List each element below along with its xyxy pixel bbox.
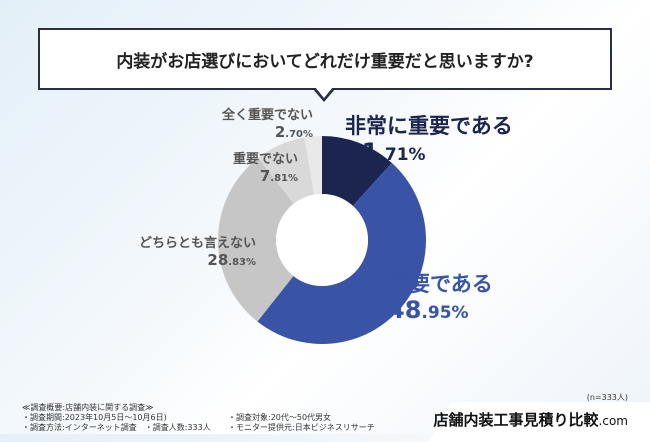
logo-suffix: .com: [598, 414, 628, 428]
note-line: ・調査対象:20代～50代男女: [228, 413, 332, 422]
slice-label: 全く重要でない: [221, 108, 313, 123]
slice-value-decimal: .81%: [270, 173, 298, 184]
slice-value-decimal: .70%: [285, 129, 313, 140]
sample-size: (n=333人): [586, 393, 628, 402]
logo-text: 店舗内装工事見積り比較: [433, 411, 599, 429]
label-not-important: 重要でない 7.81%: [233, 148, 298, 185]
slice-value: 28: [207, 251, 229, 269]
survey-notes-left: ≪調査概要:店舗内装に関する調査≫ ・調査期間:2023年10月5日～10月6日…: [22, 403, 211, 433]
note-line: ・調査期間:2023年10月5日～10月6日): [22, 413, 167, 422]
label-not-at-all: 全く重要でない 2.70%: [222, 104, 313, 141]
slice-label: どちらとも言えない: [138, 236, 256, 251]
slice-value-decimal: .83%: [228, 257, 256, 268]
pie-slice: [304, 136, 322, 195]
slice-label: 非常に重要である: [345, 114, 513, 138]
pie-slice: [322, 136, 392, 206]
slice-value: 7: [259, 167, 271, 185]
slice-label: 重要でない: [232, 152, 298, 167]
pie-slice: [218, 157, 294, 322]
label-very-important: 非常に重要である 11.71%: [345, 110, 513, 166]
slice-value: 11: [345, 138, 379, 166]
slice-label: 重要である: [388, 272, 493, 296]
slice-value-decimal: .95%: [421, 303, 469, 323]
note-line: ・調査方法:インターネット調査 ・調査人数:333人: [22, 423, 211, 432]
question-title: 内装がお店選びにおいてどれだけ重要だと思いますか?: [38, 28, 612, 90]
label-important: 重要である 48.95%: [388, 268, 493, 324]
brand-logo: 店舗内装工事見積り比較.com: [434, 409, 628, 430]
donut-hole: [276, 194, 368, 286]
slice-value-decimal: .71%: [378, 145, 426, 165]
survey-notes-right: ・調査対象:20代～50代男女 ・モニター提供元:日本ビジネスリサーチ: [228, 413, 375, 433]
pie-slice: [257, 162, 426, 344]
note-line: ・モニター提供元:日本ビジネスリサーチ: [228, 423, 375, 432]
note-line: ≪調査概要:店舗内装に関する調査≫: [22, 403, 154, 412]
slice-value: 48: [388, 296, 422, 324]
label-neutral: どちらとも言えない 28.83%: [139, 232, 256, 269]
slice-value: 2: [274, 123, 286, 141]
pie-slice: [258, 137, 315, 204]
